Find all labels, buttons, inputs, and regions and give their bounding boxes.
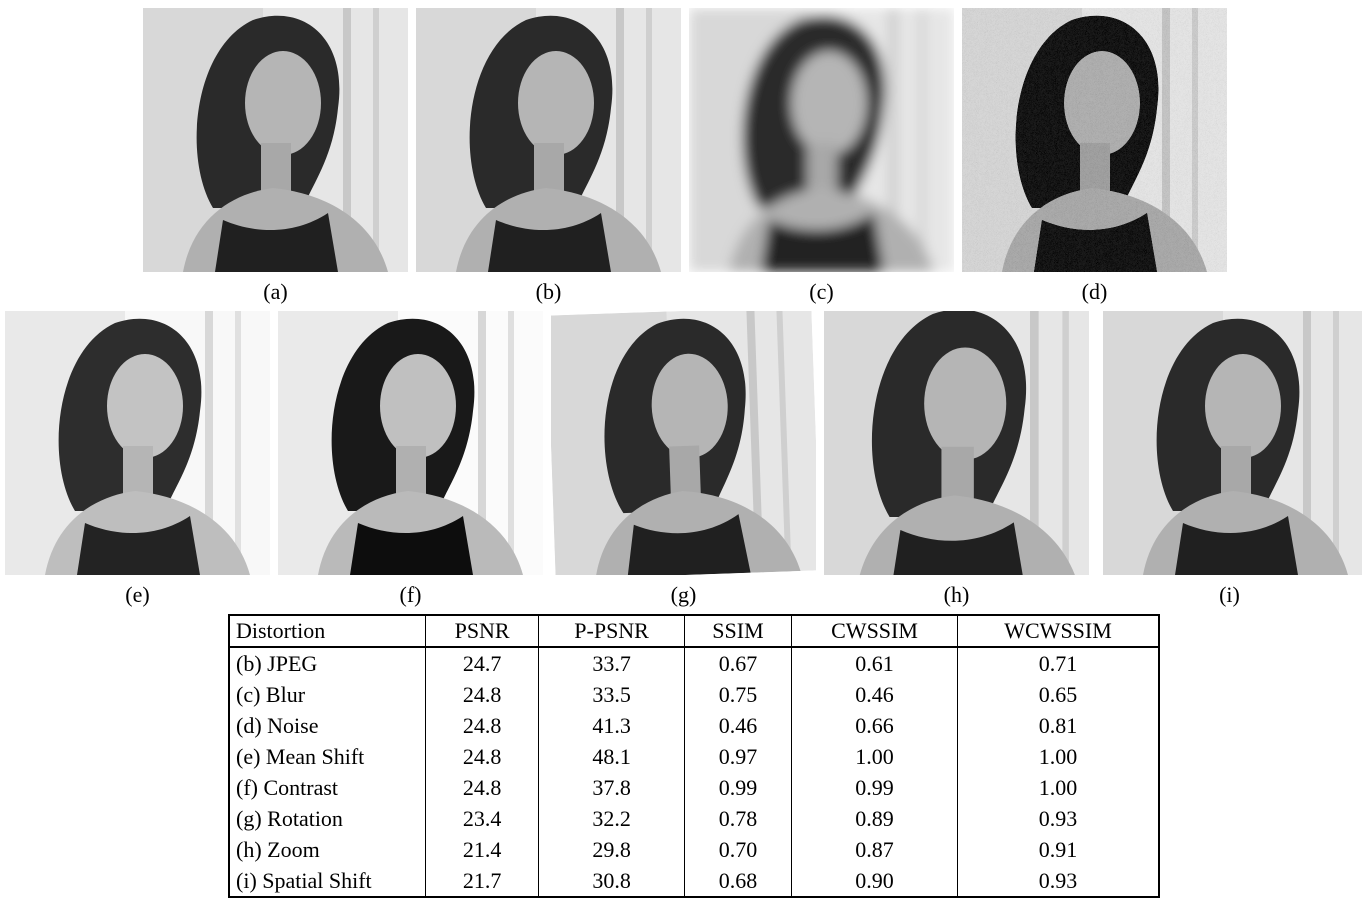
panel-label: (g) <box>551 583 816 607</box>
photo <box>278 311 543 575</box>
panel-label: (f) <box>278 583 543 607</box>
table-cell: 24.8 <box>426 710 539 741</box>
column-header: WCWSSIM <box>958 615 1159 647</box>
column-header: Distortion <box>229 615 426 647</box>
table-cell: 0.97 <box>684 741 791 772</box>
photo <box>143 8 408 272</box>
table-cell: 0.81 <box>958 710 1159 741</box>
table-cell: (h) Zoom <box>229 834 426 865</box>
table-cell: (g) Rotation <box>229 803 426 834</box>
panel-label: (e) <box>5 583 270 607</box>
panel-label: (i) <box>1097 583 1362 607</box>
table-cell: 32.2 <box>539 803 685 834</box>
photo <box>1097 311 1362 575</box>
table-cell: 0.93 <box>958 803 1159 834</box>
panel-label: (d) <box>962 280 1227 304</box>
table-cell: (e) Mean Shift <box>229 741 426 772</box>
photo <box>5 311 270 575</box>
table-cell: 0.66 <box>792 710 958 741</box>
table-cell: 41.3 <box>539 710 685 741</box>
table-cell: 0.46 <box>684 710 791 741</box>
table-cell: 24.8 <box>426 679 539 710</box>
table-cell: 0.89 <box>792 803 958 834</box>
table-cell: 24.8 <box>426 772 539 803</box>
table-cell: 21.7 <box>426 865 539 897</box>
table-cell: 1.00 <box>958 741 1159 772</box>
table-cell: (d) Noise <box>229 710 426 741</box>
column-header: SSIM <box>684 615 791 647</box>
panel-label: (b) <box>416 280 681 304</box>
table-cell: 24.7 <box>426 647 539 679</box>
photo <box>962 8 1227 272</box>
table-cell: 0.46 <box>792 679 958 710</box>
panel-label: (c) <box>689 280 954 304</box>
table-cell: 24.8 <box>426 741 539 772</box>
table-cell: 0.87 <box>792 834 958 865</box>
photo <box>416 8 681 272</box>
column-header: PSNR <box>426 615 539 647</box>
photo <box>551 311 816 575</box>
photo <box>824 311 1089 575</box>
table-cell: 23.4 <box>426 803 539 834</box>
table-cell: 0.68 <box>684 865 791 897</box>
table-cell: (c) Blur <box>229 679 426 710</box>
table-cell: 0.71 <box>958 647 1159 679</box>
table-cell: 0.70 <box>684 834 791 865</box>
table-cell: 0.61 <box>792 647 958 679</box>
photo <box>689 8 954 272</box>
table-cell: 33.5 <box>539 679 685 710</box>
table-cell: (f) Contrast <box>229 772 426 803</box>
table-cell: 1.00 <box>958 772 1159 803</box>
table-cell: (b) JPEG <box>229 647 426 679</box>
table-cell: 1.00 <box>792 741 958 772</box>
table-cell: 0.99 <box>792 772 958 803</box>
table-cell: (i) Spatial Shift <box>229 865 426 897</box>
table-cell: 0.93 <box>958 865 1159 897</box>
table-cell: 21.4 <box>426 834 539 865</box>
column-header: P-PSNR <box>539 615 685 647</box>
page: (a) (b) (c) (d) (e) (f) (g) (h) (i) DistortionPS… <box>0 0 1362 901</box>
table-cell: 37.8 <box>539 772 685 803</box>
table-cell: 48.1 <box>539 741 685 772</box>
table-cell: 0.67 <box>684 647 791 679</box>
table-cell: 0.75 <box>684 679 791 710</box>
table-cell: 0.65 <box>958 679 1159 710</box>
table-cell: 0.90 <box>792 865 958 897</box>
panel-label: (h) <box>824 583 1089 607</box>
table-cell: 33.7 <box>539 647 685 679</box>
table-cell: 0.91 <box>958 834 1159 865</box>
column-header: CWSSIM <box>792 615 958 647</box>
panel-label: (a) <box>143 280 408 304</box>
table-cell: 0.78 <box>684 803 791 834</box>
table-cell: 29.8 <box>539 834 685 865</box>
table-cell: 0.99 <box>684 772 791 803</box>
table-cell: 30.8 <box>539 865 685 897</box>
